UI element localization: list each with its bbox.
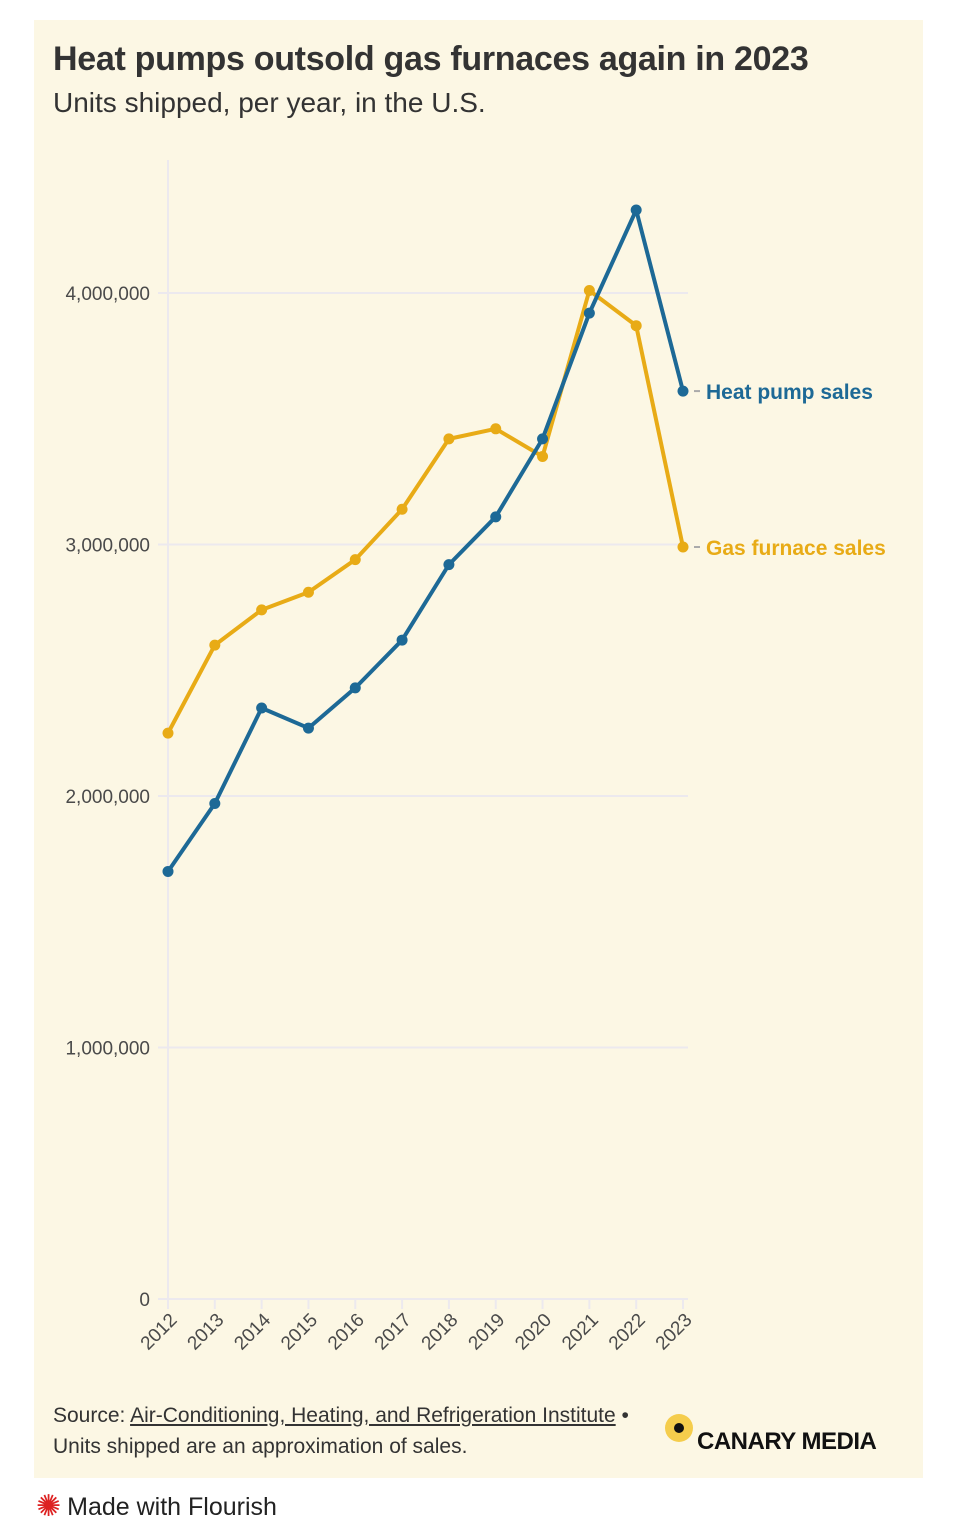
source-link[interactable]: Air-Conditioning, Heating, and Refrigera… bbox=[130, 1404, 616, 1427]
x-tick-label: 2018 bbox=[418, 1310, 463, 1355]
y-tick-label: 4,000,000 bbox=[65, 284, 150, 305]
data-point bbox=[537, 433, 549, 445]
x-tick-label: 2023 bbox=[652, 1310, 697, 1355]
data-point bbox=[677, 385, 689, 397]
chart-subtitle: Units shipped, per year, in the U.S. bbox=[53, 87, 486, 118]
x-tick-label: 2019 bbox=[465, 1310, 510, 1355]
y-tick-label: 2,000,000 bbox=[65, 787, 150, 808]
data-point bbox=[302, 586, 314, 598]
y-tick-label: 3,000,000 bbox=[65, 536, 150, 557]
data-point bbox=[349, 554, 361, 566]
data-point bbox=[256, 604, 268, 616]
y-tick-label: 1,000,000 bbox=[65, 1039, 150, 1060]
series-gas-furnace-sales bbox=[162, 284, 689, 739]
data-point bbox=[162, 865, 174, 877]
data-point bbox=[490, 423, 502, 435]
data-point bbox=[349, 682, 361, 694]
series-labels: Gas furnace sales Heat pump sales bbox=[694, 381, 886, 560]
data-point bbox=[396, 634, 408, 646]
x-axis-ticks: 2012 2013 2014 2015 2016 2017 2018 2019 2020 2021… bbox=[137, 1299, 697, 1354]
data-point bbox=[630, 204, 642, 216]
x-tick-label: 2015 bbox=[277, 1310, 322, 1355]
source-prefix: Source: bbox=[53, 1404, 131, 1427]
x-tick-label: 2022 bbox=[605, 1310, 650, 1355]
y-tick-label: 0 bbox=[139, 1290, 150, 1311]
made-with-flourish[interactable]: ✺ Made with Flourish bbox=[36, 1492, 277, 1522]
data-point bbox=[443, 559, 455, 571]
data-point bbox=[677, 541, 689, 553]
x-tick-label: 2020 bbox=[511, 1310, 556, 1355]
x-tick-label: 2012 bbox=[137, 1310, 182, 1355]
data-point bbox=[490, 511, 502, 523]
data-point bbox=[583, 284, 595, 296]
data-point bbox=[396, 503, 408, 515]
series-line bbox=[166, 208, 685, 873]
data-point bbox=[630, 320, 642, 332]
data-point bbox=[443, 433, 455, 445]
series-label: Heat pump sales bbox=[706, 381, 873, 404]
data-point bbox=[302, 722, 314, 734]
data-point bbox=[209, 639, 221, 651]
x-tick-label: 2013 bbox=[184, 1310, 229, 1355]
x-tick-label: 2017 bbox=[371, 1310, 416, 1355]
data-point bbox=[583, 307, 595, 319]
made-with-label: Made with Flourish bbox=[67, 1492, 277, 1521]
x-tick-label: 2014 bbox=[230, 1309, 275, 1354]
chart-card bbox=[34, 20, 923, 1478]
canary-logo-icon bbox=[665, 1414, 693, 1442]
logo-text: CANARY MEDIA bbox=[697, 1428, 877, 1455]
series-label: Gas furnace sales bbox=[706, 537, 886, 560]
gridlines bbox=[158, 160, 688, 1309]
chart-title: Heat pumps outsold gas furnaces again in… bbox=[53, 40, 809, 78]
data-point bbox=[162, 727, 174, 739]
x-tick-label: 2021 bbox=[558, 1310, 603, 1355]
data-point bbox=[537, 450, 549, 462]
canary-media-logo: CANARY MEDIA bbox=[665, 1408, 877, 1456]
source-note-text: • Units shipped are an approximation of … bbox=[53, 1404, 629, 1458]
data-point bbox=[209, 798, 221, 810]
series-line bbox=[166, 288, 685, 735]
source-note: Source: Air-Conditioning, Heating, and R… bbox=[53, 1400, 633, 1462]
flourish-starburst-icon: ✺ bbox=[36, 1490, 62, 1523]
series-lines bbox=[162, 204, 689, 877]
x-tick-label: 2016 bbox=[324, 1310, 369, 1355]
y-axis-ticks: 0 1,000,000 2,000,000 3,000,000 4,000,000 bbox=[65, 284, 150, 1311]
data-point bbox=[256, 702, 268, 714]
series-heat-pump-sales bbox=[162, 204, 689, 877]
